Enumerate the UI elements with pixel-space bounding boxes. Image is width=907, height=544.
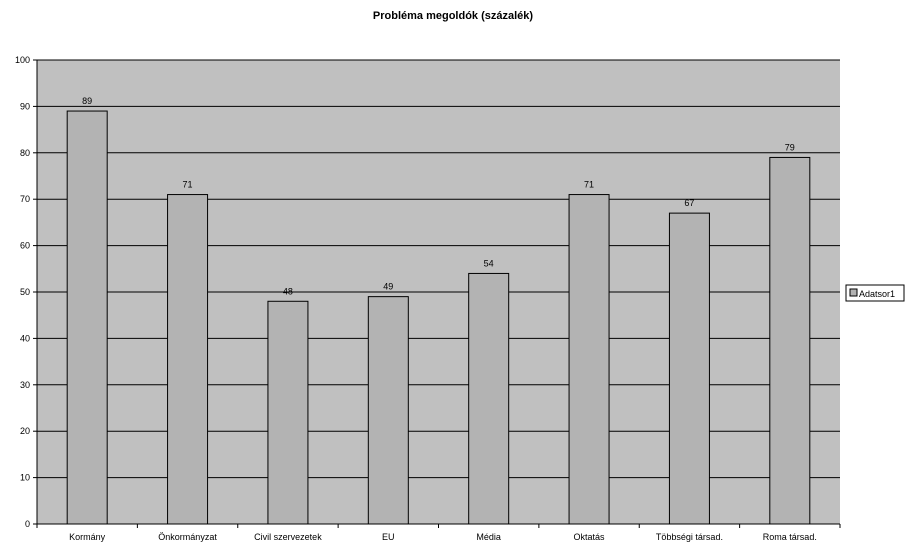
bar [769,156,811,525]
x-tick-label: Többségi társad. [656,532,723,542]
x-tick-label: Média [476,532,501,542]
data-labels: 89 71 48 49 54 71 67 79 [82,96,795,296]
y-tick-label: 90 [20,101,30,111]
y-tick-label: 60 [20,241,30,251]
x-tick-label: EU [382,532,395,542]
y-tick-label: 100 [15,55,30,65]
data-label: 79 [785,142,795,152]
data-label: 54 [484,258,494,268]
data-label: 71 [183,180,193,190]
y-tick-label: 30 [20,380,30,390]
bar [568,194,610,525]
data-label: 89 [82,96,92,106]
axes [33,59,841,528]
y-tick-label: 40 [20,333,30,343]
bar [267,300,309,525]
bar [167,194,209,525]
legend-box [845,284,905,302]
y-tick-label: 10 [20,473,30,483]
x-tick-label: Oktatás [574,532,606,542]
y-tick-label: 70 [20,194,30,204]
x-tick-label: Roma társad. [763,532,817,542]
data-label: 71 [584,180,594,190]
data-label: 67 [684,198,694,208]
legend-swatch [849,288,858,297]
bar [668,212,710,525]
x-tick-label: Kormány [69,532,106,542]
legend-label: Adatsor1 [859,289,895,299]
legend: Adatsor1 [845,284,905,302]
bar [66,110,108,525]
y-tick-label: 80 [20,148,30,158]
bar [468,272,510,525]
bars [66,110,811,525]
y-tick-label: 20 [20,426,30,436]
x-axis-tick-labels: Kormány Önkormányzat Civil szervezetek EU Mé… [69,532,817,542]
x-tick-label: Önkormányzat [158,532,217,542]
chart-title: Probléma megoldók (százalék) [373,10,533,22]
data-label: 49 [383,282,393,292]
y-axis-tick-labels: 0 10 20 30 40 50 60 70 80 90 100 [15,55,30,529]
y-tick-label: 0 [25,519,30,529]
bar [367,296,409,525]
y-tick-label: 50 [20,287,30,297]
data-label: 48 [283,286,293,296]
x-tick-label: Civil szervezetek [254,532,322,542]
